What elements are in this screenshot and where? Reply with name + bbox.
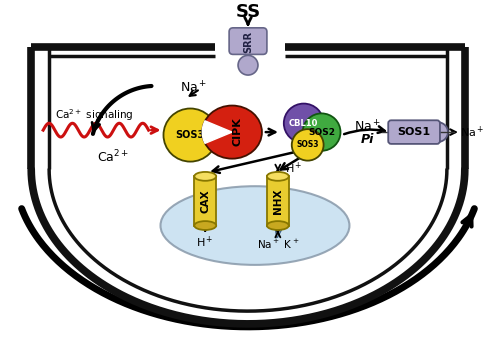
Text: SOS3: SOS3 <box>176 130 205 140</box>
Text: Pi: Pi <box>360 133 374 146</box>
FancyBboxPatch shape <box>388 120 440 144</box>
Text: Ca$^{2+}$ signaling: Ca$^{2+}$ signaling <box>54 107 133 123</box>
Text: SOS3: SOS3 <box>296 140 319 150</box>
Circle shape <box>428 122 448 142</box>
Text: V: V <box>272 226 283 241</box>
Text: Na$^+$: Na$^+$ <box>460 125 484 140</box>
Ellipse shape <box>160 186 350 265</box>
Text: SOS2: SOS2 <box>308 128 335 137</box>
Circle shape <box>284 104 324 143</box>
Bar <box>267 176 289 226</box>
Text: SOS1: SOS1 <box>398 127 430 137</box>
Ellipse shape <box>267 221 289 230</box>
FancyBboxPatch shape <box>229 28 267 55</box>
Text: Na$^+$: Na$^+$ <box>354 119 381 135</box>
Text: H$^+$: H$^+$ <box>285 161 302 176</box>
Circle shape <box>302 114 341 151</box>
Ellipse shape <box>194 221 216 230</box>
Text: Na$^+$: Na$^+$ <box>180 80 207 95</box>
Text: SS: SS <box>236 3 260 21</box>
Ellipse shape <box>202 106 262 159</box>
Text: CIPK: CIPK <box>232 118 242 146</box>
Text: H$^+$: H$^+$ <box>196 235 214 250</box>
Text: Ca$^{2+}$: Ca$^{2+}$ <box>96 149 129 165</box>
Text: SRR: SRR <box>243 31 253 53</box>
Ellipse shape <box>194 172 216 181</box>
Text: CBL10: CBL10 <box>289 119 318 128</box>
Ellipse shape <box>267 172 289 181</box>
Text: Na$^+$ K$^+$: Na$^+$ K$^+$ <box>256 238 299 251</box>
Text: NHX: NHX <box>273 188 283 214</box>
Bar <box>194 176 216 226</box>
Text: CAX: CAX <box>200 189 210 213</box>
Circle shape <box>238 55 258 75</box>
Circle shape <box>164 108 217 162</box>
Polygon shape <box>202 121 232 143</box>
Circle shape <box>292 129 324 161</box>
